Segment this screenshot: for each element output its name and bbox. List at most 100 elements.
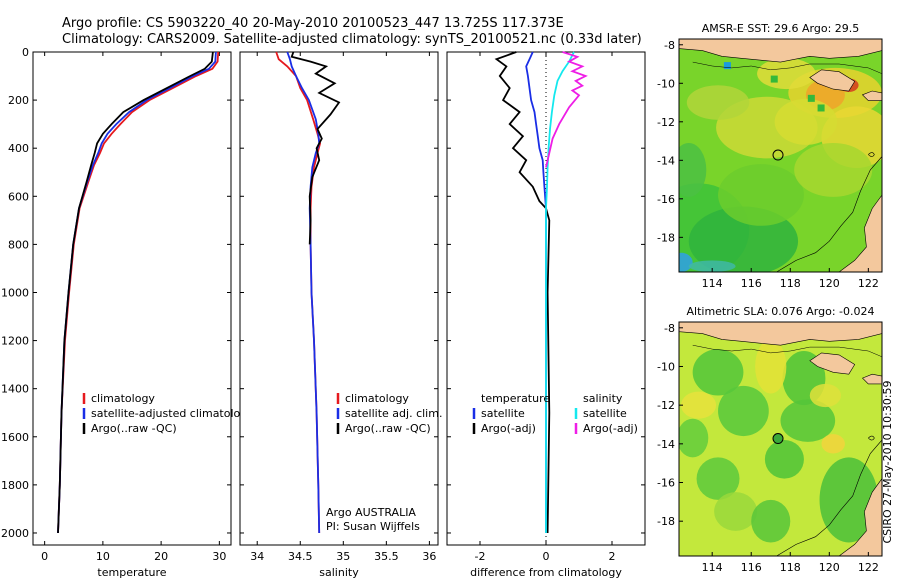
contour-line [692,344,882,358]
y-tick-label: 200 [8,94,29,107]
x-tick-label: 20 [154,550,168,563]
y-tick-label: -12 [657,116,675,129]
field-patch [718,385,769,437]
legend-label: climatology [91,392,155,405]
land-savu [861,90,882,101]
legend-label: Argo(..raw -QC) [345,422,431,435]
y-tick-label: 1800 [1,479,29,492]
field-patch [780,399,836,442]
series-line [545,51,575,533]
x-tick-label: 114 [702,561,723,574]
sst-map-panel: 114 116 118 120 122 -8 -10 -12 -14 -16 -18 AMSR-E S… [657,22,883,290]
land-australia [838,478,882,556]
title-line-1: Argo profile: CS 5903220_40 20-May-2010 … [62,16,564,31]
y-tick-label: -18 [657,231,675,244]
salinity-frame [239,51,439,546]
x-axis-label: temperature [97,566,166,579]
x-tick-label: 122 [858,277,879,290]
x-axis-label: salinity [319,566,359,579]
x-tick-label: 116 [741,561,762,574]
land-savu [861,373,882,385]
field-patch [819,457,879,543]
y-tick-label: -8 [664,39,675,52]
y-tick-label: -14 [657,438,675,451]
field-patch [751,499,791,543]
x-tick-label: 122 [858,561,879,574]
y-tick-label: 1400 [1,383,29,396]
x-tick-label: 10 [96,550,110,563]
sla-map-frame [678,321,883,557]
x-tick-label: 35 [336,550,350,563]
y-tick-label: -10 [657,77,675,90]
sla-map-panel: 114 116 118 120 122 -8 -10 -12 -14 -16 -18 Altimetr… [657,305,883,574]
float-position-marker [772,433,784,445]
reef-outline [868,152,875,157]
field-patch [688,260,736,272]
x-tick-label: 120 [819,277,840,290]
float-position-marker [772,149,784,161]
x-tick-label: 36 [422,550,436,563]
y-tick-label: 0 [22,46,29,59]
field-patch [679,252,693,272]
legend-label: Argo(-adj) [583,422,638,435]
series-line [545,51,588,168]
field-patch [714,492,758,531]
x-tick-label: 118 [780,277,801,290]
sst-map-title: AMSR-E SST: 29.6 Argo: 29.5 [702,22,860,35]
y-tick-label: -18 [657,515,675,528]
y-tick-label: 1600 [1,431,29,444]
x-tick-label: 118 [780,561,801,574]
legend-label: satellite [481,407,525,420]
field-patch [718,164,804,226]
field-patch [809,383,842,408]
field-pixel [770,75,778,83]
field-patch [764,439,804,479]
land-australia [838,194,882,272]
y-tick-label: 2000 [1,527,29,540]
credit-label: CSIRO 27-May-2010 10:30:59 [881,380,894,543]
legend-label: climatology [345,392,409,405]
temperature-frame [32,51,232,546]
field-patch [757,58,816,90]
legend-label: Argo(-adj) [481,422,536,435]
x-axis-label: difference from climatology [470,566,622,579]
salinity-panel: 34 34.5 35 35.5 36 salinity climatology satelli… [239,51,442,579]
annotation-institution: Argo AUSTRALIA [326,506,416,519]
x-tick-label: 120 [819,561,840,574]
contour-line [692,61,882,74]
field-patch [686,85,750,120]
y-tick-label: 400 [8,142,29,155]
series-line [290,51,341,245]
y-tick-label: 800 [8,238,29,251]
y-tick-label: -16 [657,477,675,490]
sla-map-title: Altimetric SLA: 0.076 Argo: -0.024 [687,305,875,318]
series-line [494,51,551,534]
legend-label: satellite [583,407,627,420]
field-pixel [723,62,731,70]
x-tick-label: 35.5 [374,550,399,563]
field-pixel [817,104,825,112]
legend-label: Argo(..raw -QC) [91,422,177,435]
temperature-panel: 0 10 20 30 0 200 400 600 800 1000 1200 1400 1600 1800… [1,46,254,579]
field-patch [680,391,717,419]
y-tick-label: 600 [8,190,29,203]
y-tick-label: 1200 [1,335,29,348]
field-patch [692,349,744,396]
x-tick-label: 30 [212,550,226,563]
title-line-2: Climatology: CARS2009. Satellite-adjuste… [62,32,642,47]
field-patch [679,418,709,458]
land-sumba [809,69,856,92]
field-patch [696,457,740,500]
y-tick-label: -10 [657,360,675,373]
x-tick-label: 0 [543,550,550,563]
x-tick-label: -2 [475,550,486,563]
difference-panel: -2 0 2 difference from climatology temperatu… [446,51,646,579]
y-tick-label: -8 [664,322,675,335]
sst-map-field [679,39,882,272]
legend-label: satellite adj. clim. [345,407,442,420]
legend-title-temperature: temperature [481,392,550,405]
reef-outline [868,435,875,441]
contour-line [776,439,882,556]
field-pixel [807,94,815,102]
